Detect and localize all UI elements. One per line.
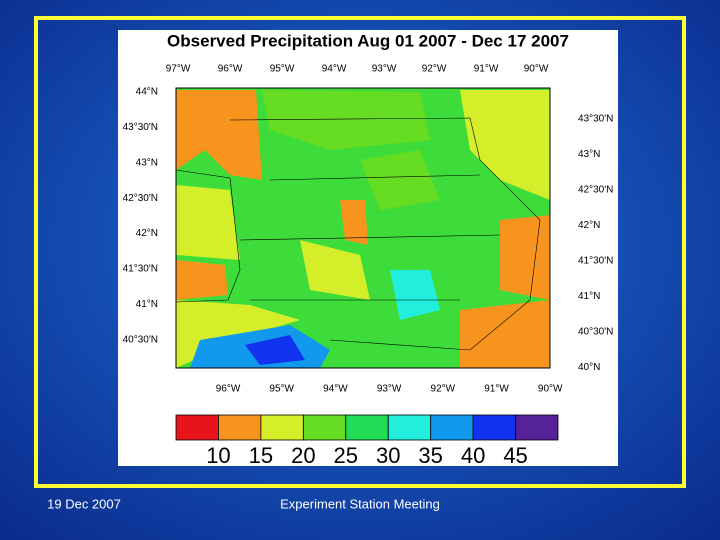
lon-label: 96°W <box>216 384 241 395</box>
footer-title: Experiment Station Meeting <box>280 496 440 511</box>
colorbar-box <box>175 414 219 441</box>
lat-label: 44°N <box>136 87 158 98</box>
map-title: Observed Precipitation Aug 01 2007 - Dec… <box>167 31 569 50</box>
lon-label: 92°W <box>422 64 447 75</box>
lon-label: 91°W <box>484 384 509 395</box>
lon-label: 93°W <box>372 64 397 75</box>
colorbar-box <box>387 414 432 441</box>
colorbar-label: 30 <box>376 443 400 468</box>
lon-label: 90°W <box>524 64 549 75</box>
colorbar-box <box>260 414 304 441</box>
colorbar-label: 35 <box>418 443 442 468</box>
lat-label: 40°30'N <box>123 334 158 345</box>
colorbar-label: 45 <box>503 443 527 468</box>
lat-label: 41°30'N <box>123 264 158 275</box>
lat-label: 40°30'N <box>578 327 613 338</box>
lon-label: 90°W <box>538 384 563 395</box>
frame <box>34 16 686 488</box>
lon-label: 97°W <box>166 64 191 75</box>
lon-label: 94°W <box>323 384 348 395</box>
colorbar-box <box>302 414 347 441</box>
lat-label: 41°N <box>136 299 158 310</box>
colorbar-box <box>472 414 516 441</box>
colorbar-label: 25 <box>334 443 358 468</box>
map-field <box>175 87 551 369</box>
lat-label: 43°30'N <box>123 122 158 133</box>
lat-label: 40°N <box>578 362 600 373</box>
footer-date: 19 Dec 2007 <box>47 496 121 511</box>
lon-label: 96°W <box>218 64 243 75</box>
colorbar-label: 40 <box>461 443 485 468</box>
lat-label: 42°30'N <box>578 185 613 196</box>
lat-label: 42°N <box>578 220 600 231</box>
colorbar-label: 15 <box>249 443 273 468</box>
lat-label: 43°N <box>136 157 158 168</box>
colorbar-label: 20 <box>291 443 315 468</box>
lon-label: 91°W <box>474 64 499 75</box>
lat-label: 41°N <box>578 291 600 302</box>
colorbar-box <box>430 414 474 441</box>
colorbar-box <box>218 414 262 441</box>
lon-label: 94°W <box>322 64 347 75</box>
lat-label: 42°30'N <box>123 193 158 204</box>
lat-label: 42°N <box>136 228 158 239</box>
colorbar-box <box>345 414 389 441</box>
colorbar-label: 10 <box>206 443 230 468</box>
lat-label: 43°N <box>578 149 600 160</box>
colorbar-box <box>515 414 559 441</box>
lon-label: 93°W <box>377 384 402 395</box>
lat-label: 41°30'N <box>578 256 613 267</box>
lon-label: 95°W <box>269 384 294 395</box>
lat-label: 43°30'N <box>578 114 613 125</box>
lon-label: 92°W <box>431 384 456 395</box>
lon-label: 95°W <box>270 64 295 75</box>
